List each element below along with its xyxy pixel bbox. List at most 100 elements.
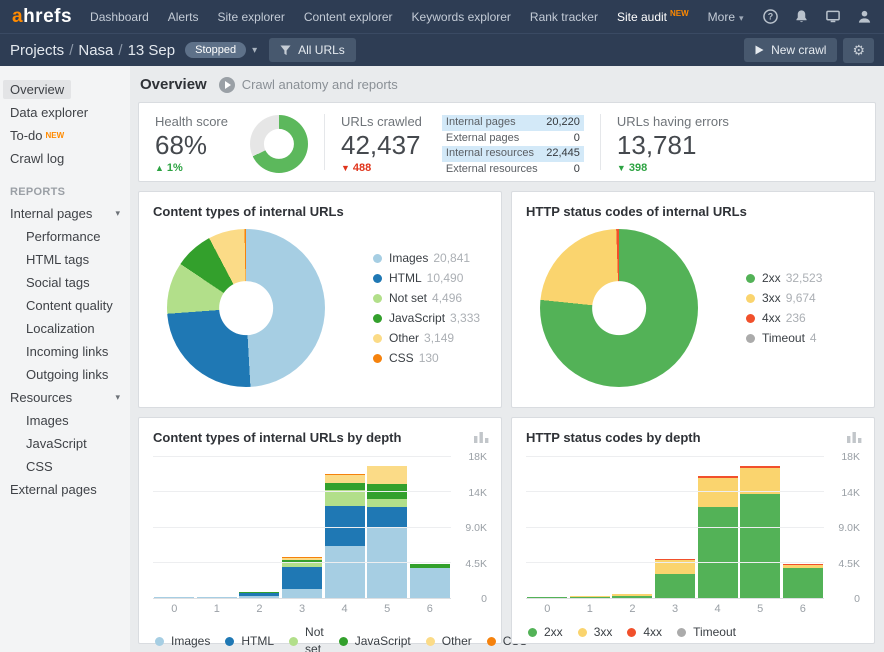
sidebar-item-html-tags[interactable]: HTML tags — [0, 248, 130, 271]
sidebar-item-content-quality[interactable]: Content quality — [0, 294, 130, 317]
nav-item-rank-tracker[interactable]: Rank tracker — [530, 10, 598, 24]
sidebar-item-to-do[interactable]: To-doNEW — [0, 124, 130, 147]
legend-item-4xx[interactable]: 4xx236 — [746, 310, 822, 327]
legend-label: Other — [442, 633, 472, 650]
bar-column-depth-1[interactable] — [196, 457, 239, 598]
breadcrumb[interactable]: Projects/Nasa/13 Sep — [10, 42, 175, 59]
status-codes-pie-card: HTTP status codes of internal URLs 2xx32… — [511, 191, 875, 408]
url-filter-button[interactable]: All URLs — [269, 38, 356, 62]
legend-dot-icon — [373, 314, 382, 323]
crawl-dropdown-caret-icon[interactable]: ▾ — [252, 45, 257, 56]
nav-item-dashboard[interactable]: Dashboard — [90, 10, 149, 24]
bar-column-depth-2[interactable] — [238, 457, 281, 598]
legend-item-javascript[interactable]: JavaScript — [339, 624, 411, 652]
status-codes-pie-chart[interactable] — [540, 229, 698, 387]
legend-item-javascript[interactable]: JavaScript3,333 — [373, 310, 480, 327]
status-codes-bar-chart[interactable] — [526, 457, 824, 599]
sidebar-item-performance[interactable]: Performance — [0, 225, 130, 248]
notifications-bell-icon[interactable] — [794, 9, 809, 24]
bar-column-depth-3[interactable] — [281, 457, 324, 598]
legend-item-3xx[interactable]: 3xx — [578, 624, 613, 641]
card-title: HTTP status codes by depth — [526, 430, 860, 445]
sidebar-item-external-pages[interactable]: External pages — [0, 478, 130, 501]
legend-item-4xx[interactable]: 4xx — [627, 624, 662, 641]
bar-column-depth-4[interactable] — [323, 457, 366, 598]
bar-segment-2xx — [698, 507, 738, 598]
table-row[interactable]: Internal pages20,220 — [442, 115, 584, 131]
legend-label: 2xx — [762, 270, 781, 287]
sidebar-item-social-tags[interactable]: Social tags — [0, 271, 130, 294]
table-row[interactable]: External pages0 — [442, 131, 584, 147]
legend-item-2xx[interactable]: 2xx — [528, 624, 563, 641]
desktop-icon[interactable] — [825, 9, 841, 24]
chart-type-switch-icon[interactable] — [474, 430, 489, 443]
nav-item-site-explorer[interactable]: Site explorer — [217, 10, 284, 24]
crawl-anatomy-link[interactable]: Crawl anatomy and reports — [242, 77, 398, 92]
legend-item-timeout[interactable]: Timeout — [677, 624, 736, 641]
page-title: Overview — [140, 76, 207, 93]
nav-item-site-audit[interactable]: Site auditNEW — [617, 9, 689, 24]
sidebar-item-overview[interactable]: Overview — [0, 78, 130, 101]
bar-column-depth-1[interactable] — [569, 457, 612, 598]
chart-type-switch-icon[interactable] — [847, 430, 862, 443]
table-row[interactable]: Internal resources22,445 — [442, 146, 584, 162]
legend-item-3xx[interactable]: 3xx9,674 — [746, 290, 822, 307]
legend-item-not-set[interactable]: Not set4,496 — [373, 290, 480, 307]
bar-column-depth-0[interactable] — [153, 457, 196, 598]
bar-column-depth-2[interactable] — [611, 457, 654, 598]
sidebar-item-data-explorer[interactable]: Data explorer — [0, 101, 130, 124]
sidebar-item-resources[interactable]: Resources▾ — [0, 386, 130, 409]
legend-item-2xx[interactable]: 2xx32,523 — [746, 270, 822, 287]
nav-item-keywords-explorer[interactable]: Keywords explorer — [412, 10, 511, 24]
legend-item-other[interactable]: Other — [426, 624, 472, 652]
sidebar-item-crawl-log[interactable]: Crawl log — [0, 147, 130, 170]
sidebar-item-javascript[interactable]: JavaScript — [0, 432, 130, 455]
content-types-pie-chart[interactable] — [167, 229, 325, 387]
sidebar-item-outgoing-links[interactable]: Outgoing links — [0, 363, 130, 386]
legend-item-html[interactable]: HTML10,490 — [373, 270, 480, 287]
table-row[interactable]: External resources0 — [442, 162, 584, 178]
bar-segment-2xx — [655, 574, 695, 598]
nav-item-alerts[interactable]: Alerts — [168, 10, 199, 24]
help-icon[interactable]: ? — [763, 9, 778, 24]
sidebar-item-incoming-links[interactable]: Incoming links — [0, 340, 130, 363]
legend-item-not-set[interactable]: Not set — [289, 624, 324, 652]
legend-item-timeout[interactable]: Timeout4 — [746, 330, 822, 347]
settings-gear-button[interactable]: ⚙ — [843, 38, 874, 63]
new-crawl-button[interactable]: New crawl — [744, 38, 837, 62]
legend-item-other[interactable]: Other3,149 — [373, 330, 480, 347]
chevron-down-icon[interactable]: ▾ — [115, 208, 120, 219]
user-account-icon[interactable] — [857, 9, 872, 24]
legend-value: 3,333 — [450, 310, 480, 327]
legend-item-css[interactable]: CSS130 — [373, 350, 480, 367]
ahrefs-logo[interactable]: ahrefs — [12, 6, 72, 28]
bar-column-depth-4[interactable] — [696, 457, 739, 598]
legend-item-images[interactable]: Images — [155, 624, 210, 652]
legend-label: Other — [389, 330, 419, 347]
bar-column-depth-6[interactable] — [408, 457, 451, 598]
legend-item-html[interactable]: HTML — [225, 624, 274, 652]
health-score-donut-chart[interactable] — [250, 115, 308, 173]
bar-column-depth-0[interactable] — [526, 457, 569, 598]
nav-item-more[interactable]: More▾ — [708, 10, 744, 24]
x-axis-labels: 0123456 — [526, 603, 860, 615]
sidebar-item-css[interactable]: CSS — [0, 455, 130, 478]
legend-item-images[interactable]: Images20,841 — [373, 250, 480, 267]
content-types-bar-chart[interactable] — [153, 457, 451, 599]
sidebar-item-localization[interactable]: Localization — [0, 317, 130, 340]
legend-value: 10,490 — [427, 270, 464, 287]
bar-column-depth-3[interactable] — [654, 457, 697, 598]
health-score-delta: ▲1% — [155, 162, 228, 174]
bar-column-depth-5[interactable] — [739, 457, 782, 598]
sidebar-item-images[interactable]: Images — [0, 409, 130, 432]
nav-item-content-explorer[interactable]: Content explorer — [304, 10, 393, 24]
bar-column-depth-6[interactable] — [781, 457, 824, 598]
bar-column-depth-5[interactable] — [366, 457, 409, 598]
x-tick-label: 5 — [739, 603, 782, 615]
status-badge[interactable]: Stopped — [185, 42, 246, 58]
sidebar-item-internal-pages[interactable]: Internal pages▾ — [0, 202, 130, 225]
tutorial-play-icon[interactable] — [219, 77, 235, 93]
divider — [600, 114, 601, 170]
chevron-down-icon[interactable]: ▾ — [115, 392, 120, 403]
legend-dot-icon — [289, 637, 298, 646]
